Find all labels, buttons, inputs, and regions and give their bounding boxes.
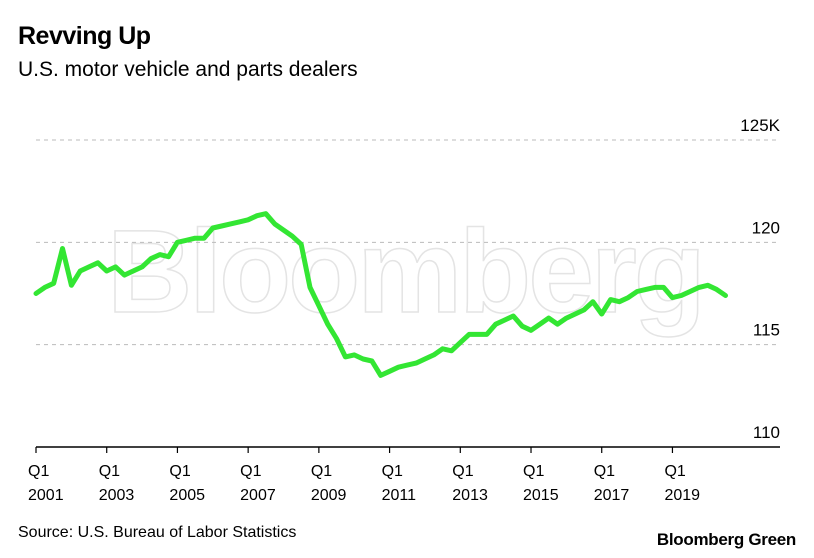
source-note: Source: U.S. Bureau of Labor Statistics xyxy=(18,524,297,541)
brand-logo: Bloomberg Green xyxy=(656,530,796,549)
x-tick-label: Q1 xyxy=(594,463,615,480)
x-tick-label: Q1 xyxy=(28,463,49,480)
series-line xyxy=(33,211,728,378)
y-tick-label: 115 xyxy=(753,321,780,340)
x-tick-label: 2005 xyxy=(169,487,205,504)
x-tick-label: 2009 xyxy=(311,487,347,504)
y-axis-labels: 125K 120 115 110 xyxy=(740,116,780,442)
x-tick-label: Q1 xyxy=(169,463,190,480)
x-tick-label: 2007 xyxy=(240,487,276,504)
x-tick-label: Q1 xyxy=(311,463,332,480)
chart-title: Revving Up xyxy=(18,22,151,50)
gridlines xyxy=(36,139,780,346)
y-tick-label: 120 xyxy=(752,218,780,237)
x-tick-label: 2011 xyxy=(382,487,417,504)
y-tick-label: 125K xyxy=(740,116,780,135)
x-tick-label: 2015 xyxy=(523,487,559,504)
chart-subtitle: U.S. motor vehicle and parts dealers xyxy=(18,58,358,81)
watermark: Bloomberg xyxy=(107,206,703,338)
x-tick-label: Q1 xyxy=(240,463,261,480)
x-tick-label: Q1 xyxy=(99,463,120,480)
x-tick-label: 2003 xyxy=(99,487,135,504)
x-tick-label: Q1 xyxy=(452,463,473,480)
x-tick-label: 2019 xyxy=(664,487,700,504)
x-tick-label: Q1 xyxy=(382,463,403,480)
x-axis-ticks: Q1 2001 Q1 2003 Q1 2005 Q1 2007 Q1 2009 Q1 2011 Q1 20… xyxy=(28,447,700,504)
x-tick-label: 2017 xyxy=(594,487,630,504)
x-tick-label: 2013 xyxy=(452,487,488,504)
x-tick-label: Q1 xyxy=(664,463,685,480)
x-tick-label: 2001 xyxy=(28,487,64,504)
y-tick-label: 110 xyxy=(753,423,780,442)
x-tick-label: Q1 xyxy=(523,463,544,480)
